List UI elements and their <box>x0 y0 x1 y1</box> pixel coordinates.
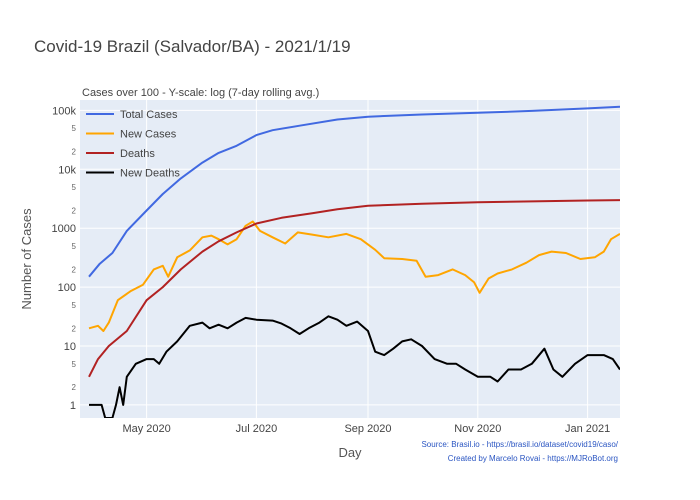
series-lines <box>88 105 620 418</box>
y-tick-label: 10 <box>64 341 76 353</box>
legend-label: Total Cases <box>120 109 178 121</box>
y-minor-tick-label: 5 <box>72 242 77 251</box>
series-line-deaths <box>88 199 620 378</box>
x-tick-label: Jan 2021 <box>565 423 610 435</box>
y-tick-label: 1 <box>70 400 76 412</box>
y-minor-tick-label: 5 <box>72 124 77 133</box>
y-minor-tick-label: 2 <box>72 148 77 157</box>
y-axis-ticks: 1 10 100 1000 10k 100k 2 5 2 5 2 5 2 5 2 5 <box>52 105 77 412</box>
x-axis-title: Day <box>338 445 362 460</box>
y-minor-tick-label: 2 <box>72 324 77 333</box>
x-tick-label: May 2020 <box>122 423 170 435</box>
plot-background <box>80 100 620 418</box>
legend-label: New Cases <box>120 129 177 141</box>
legend-item-new-cases[interactable]: New Cases <box>86 129 177 141</box>
series-line-total-cases <box>88 105 620 278</box>
x-tick-label: Sep 2020 <box>344 423 391 435</box>
source-credit[interactable]: Source: Brasil.io - https://brasil.io/da… <box>421 440 618 449</box>
x-tick-label: Nov 2020 <box>454 423 501 435</box>
y-tick-label: 100 <box>58 282 76 294</box>
chart-title: Covid-19 Brazil (Salvador/BA) - 2021/1/1… <box>34 37 351 56</box>
y-minor-tick-label: 2 <box>72 383 77 392</box>
series-line-new-cases <box>88 220 620 332</box>
y-minor-tick-label: 5 <box>72 183 77 192</box>
legend-item-total-cases[interactable]: Total Cases <box>86 109 178 121</box>
grid <box>80 100 620 418</box>
x-axis-ticks: May 2020 Jul 2020 Sep 2020 Nov 2020 Jan 2021 <box>122 423 610 435</box>
y-axis-title: Number of Cases <box>19 208 34 310</box>
x-tick-label: Jul 2020 <box>236 423 278 435</box>
y-tick-label: 100k <box>52 105 76 117</box>
author-credit[interactable]: Created by Marcelo Rovai - https://MJRoB… <box>448 454 618 463</box>
y-tick-label: 1000 <box>52 223 76 235</box>
legend-item-new-deaths[interactable]: New Deaths <box>86 168 180 180</box>
y-minor-tick-label: 2 <box>72 265 77 274</box>
y-minor-tick-label: 5 <box>72 360 77 369</box>
y-tick-label: 10k <box>58 164 76 176</box>
series-line-new-deaths <box>89 315 620 418</box>
legend[interactable]: Total Cases New Cases Deaths New Deaths <box>86 109 180 180</box>
y-minor-tick-label: 2 <box>72 206 77 215</box>
legend-item-deaths[interactable]: Deaths <box>86 148 155 160</box>
y-minor-tick-label: 5 <box>72 301 77 310</box>
legend-label: New Deaths <box>120 168 180 180</box>
legend-label: Deaths <box>120 148 155 160</box>
chart-subtitle: Cases over 100 - Y-scale: log (7-day rol… <box>82 87 319 99</box>
